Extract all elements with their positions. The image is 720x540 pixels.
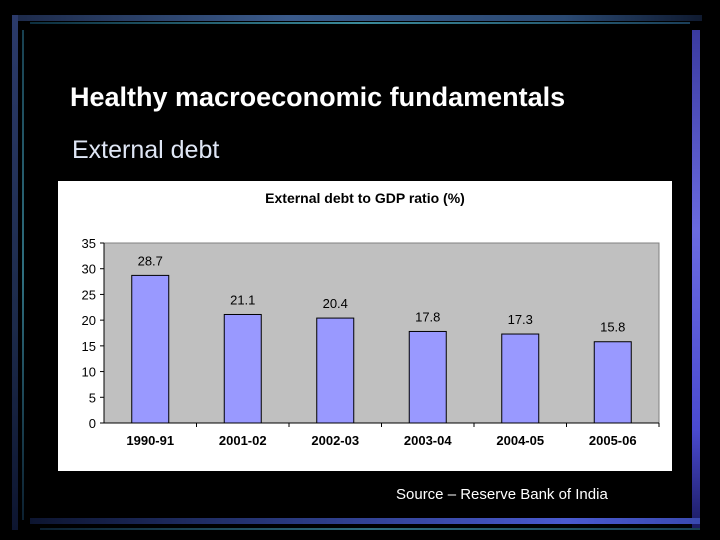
frame-top-line (12, 15, 702, 21)
x-tick-label: 2004-05 (496, 433, 544, 448)
bar (223, 313, 262, 424)
x-tick-label: 2003-04 (404, 433, 452, 448)
bar (316, 317, 355, 424)
data-label: 17.8 (415, 309, 440, 324)
frame-left-accent (22, 30, 24, 520)
bar (408, 330, 447, 424)
y-tick-label: 15 (82, 339, 96, 354)
x-tick-label: 2005-06 (589, 433, 637, 448)
chart-title: External debt to GDP ratio (%) (265, 190, 465, 206)
y-tick-label: 35 (82, 236, 96, 251)
chart-panel: External debt to GDP ratio (%) 0 5 10 15 20 2… (58, 181, 672, 471)
bar (593, 341, 632, 424)
y-tick-label: 25 (82, 287, 96, 302)
frame-right-bar (692, 30, 700, 530)
x-tick-label: 2001-02 (219, 433, 267, 448)
frame-bottom-accent (40, 528, 700, 530)
y-tick-label: 20 (82, 313, 96, 328)
bar-chart: External debt to GDP ratio (%) 0 5 10 15 20 2… (82, 190, 660, 448)
slide-title: Healthy macroeconomic fundamentals (70, 82, 566, 112)
plot-area (103, 242, 660, 424)
frame-top-accent (30, 22, 690, 24)
y-tick-label: 30 (82, 262, 96, 277)
x-tick-label: 2002-03 (311, 433, 359, 448)
y-tick-label: 5 (89, 390, 96, 405)
bar (501, 333, 540, 424)
data-label: 28.7 (138, 253, 163, 268)
data-label: 17.3 (508, 312, 533, 327)
frame-bottom-line (30, 518, 700, 524)
source-note: Source – Reserve Bank of India (396, 486, 608, 503)
y-tick-label: 10 (82, 365, 96, 380)
frame-left-line (12, 15, 18, 530)
x-tick-label: 1990-91 (126, 433, 174, 448)
data-label: 15.8 (600, 320, 625, 335)
slide-subtitle: External debt (72, 136, 220, 164)
y-tick-label: 0 (89, 416, 96, 431)
data-label: 20.4 (323, 296, 348, 311)
data-label: 21.1 (230, 292, 255, 307)
bar (131, 274, 170, 424)
